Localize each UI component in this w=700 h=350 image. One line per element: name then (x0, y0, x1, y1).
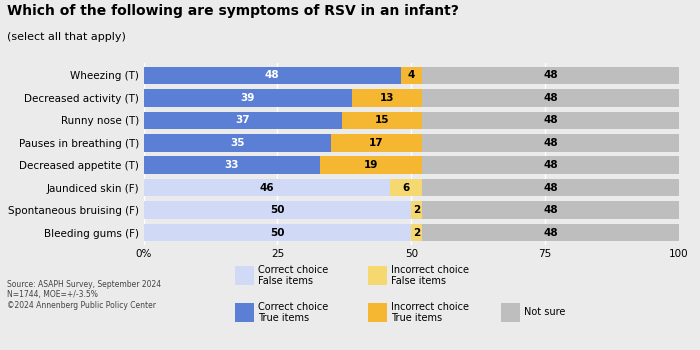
Text: 6: 6 (402, 183, 409, 193)
Bar (390, 179, 422, 196)
Text: 48: 48 (543, 183, 558, 193)
Text: 48: 48 (543, 115, 558, 125)
Bar (144, 179, 390, 196)
Text: 15: 15 (374, 115, 389, 125)
Text: 4: 4 (407, 70, 415, 80)
Text: 46: 46 (260, 183, 274, 193)
Text: 37: 37 (235, 115, 250, 125)
Text: 17: 17 (369, 138, 384, 148)
Text: Incorrect choice
False items: Incorrect choice False items (391, 265, 468, 286)
Bar (320, 156, 422, 174)
Bar (422, 134, 679, 152)
Text: 2: 2 (413, 228, 420, 238)
Bar (400, 66, 422, 84)
Text: (select all that apply): (select all that apply) (7, 32, 126, 42)
Text: 48: 48 (543, 93, 558, 103)
Bar (342, 112, 422, 129)
Bar (144, 89, 352, 107)
Text: 48: 48 (543, 70, 558, 80)
Bar (331, 134, 422, 152)
Bar (422, 66, 679, 84)
Text: 13: 13 (380, 93, 394, 103)
Text: 48: 48 (543, 205, 558, 215)
Text: Source: ASAPH Survey, September 2024
N=1744, MOE=+/-3.5%
©2024 Annenberg Public : Source: ASAPH Survey, September 2024 N=1… (7, 280, 161, 310)
Bar (144, 134, 331, 152)
Bar (422, 201, 679, 219)
Bar (144, 224, 412, 241)
Bar (422, 112, 679, 129)
Bar (144, 112, 342, 129)
Text: Not sure: Not sure (524, 307, 565, 317)
Bar (422, 224, 679, 241)
Text: 35: 35 (230, 138, 244, 148)
Bar (352, 89, 422, 107)
Bar (144, 201, 412, 219)
Text: Which of the following are symptoms of RSV in an infant?: Which of the following are symptoms of R… (7, 4, 459, 18)
Bar (144, 156, 320, 174)
Text: 50: 50 (270, 228, 285, 238)
Text: 48: 48 (543, 160, 558, 170)
Bar (412, 224, 422, 241)
Text: 39: 39 (241, 93, 255, 103)
Bar (422, 89, 679, 107)
Text: 48: 48 (265, 70, 279, 80)
Text: 48: 48 (543, 228, 558, 238)
Bar (422, 179, 679, 196)
Text: Correct choice
False items: Correct choice False items (258, 265, 328, 286)
Bar (144, 66, 400, 84)
Text: Incorrect choice
True items: Incorrect choice True items (391, 302, 468, 323)
Bar (422, 156, 679, 174)
Bar (412, 201, 422, 219)
Text: 2: 2 (413, 205, 420, 215)
Text: 48: 48 (543, 138, 558, 148)
Text: Correct choice
True items: Correct choice True items (258, 302, 328, 323)
Text: 50: 50 (270, 205, 285, 215)
Text: 19: 19 (364, 160, 378, 170)
Text: 33: 33 (225, 160, 239, 170)
